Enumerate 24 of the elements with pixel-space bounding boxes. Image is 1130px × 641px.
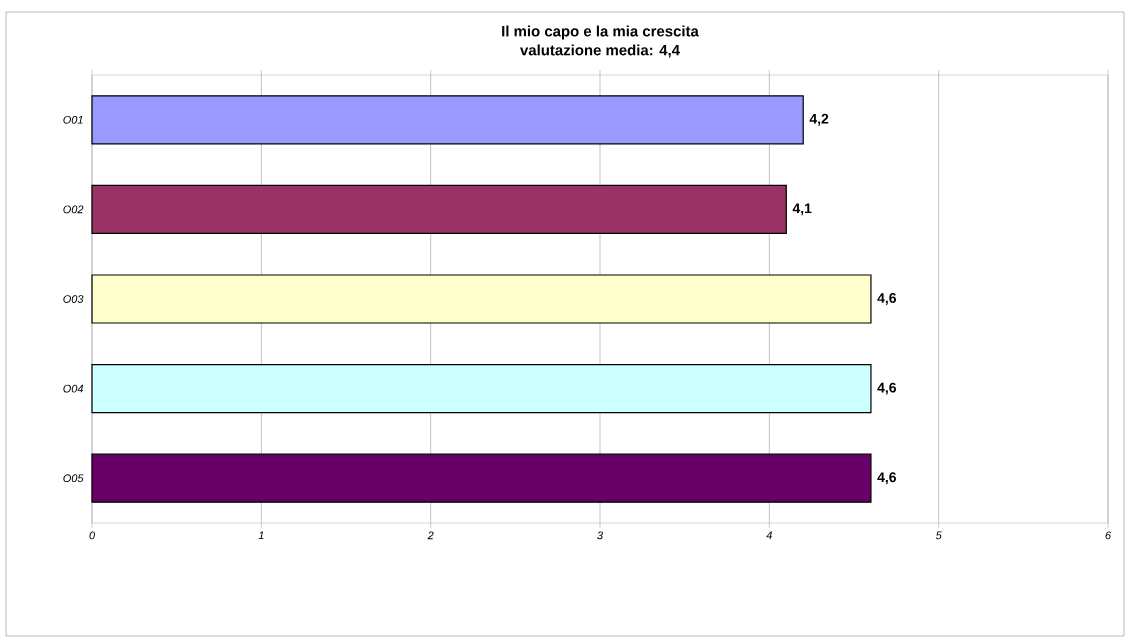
x-tick-label: 5 [935,531,942,540]
chart-subtitle: valutazione media: 4,4 [520,44,680,58]
bar [91,274,872,324]
data-label: 4,2 [809,113,829,126]
data-label: 4,1 [792,203,812,216]
y-tick-label: O03 [63,295,84,303]
bar [91,364,872,414]
x-tick-label: 3 [597,531,603,540]
data-label: 4,6 [877,472,897,485]
x-tick-label: 4 [766,531,772,540]
y-tick-label: O02 [63,205,84,214]
x-tick-label: 0 [89,531,95,540]
chart-title: Il mio capo e la mia crescita [502,25,699,40]
y-tick-label: O04 [63,384,84,393]
bar [91,184,787,234]
y-tick-label: O01 [63,115,83,124]
x-tick-label: 6 [1105,531,1112,540]
bar [91,453,872,503]
y-tick-label: O05 [63,474,84,483]
data-label: 4,6 [877,382,897,395]
x-tick-label: 1 [258,531,264,540]
data-label: 4,6 [877,293,897,305]
bar [91,95,804,145]
x-tick-label: 2 [427,531,434,540]
